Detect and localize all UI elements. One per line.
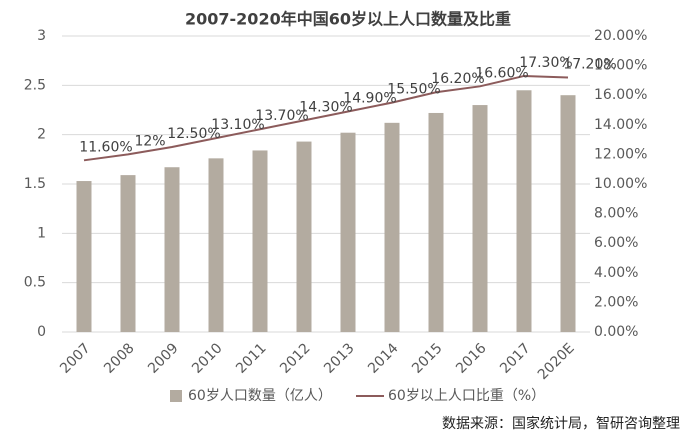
- bar: [516, 90, 532, 333]
- data-label: 12.50%: [167, 126, 220, 142]
- bar: [208, 158, 224, 332]
- line: [83, 74, 569, 162]
- y-tick-label: 1.5: [24, 176, 46, 192]
- bar: [384, 122, 400, 333]
- y-tick-label: 3: [37, 28, 46, 44]
- source: 数据来源：国家统计局，智研咨询整理: [442, 415, 680, 432]
- bar: [252, 150, 268, 332]
- bar: [428, 112, 444, 333]
- data-label: 14.90%: [343, 90, 396, 106]
- x-tick-label: 2017: [497, 340, 534, 377]
- bar: [164, 167, 180, 332]
- y2-tick-label: 18.00%: [594, 58, 647, 74]
- chart-title: 2007-2020年中国60岁以上人口数量及比重: [185, 10, 511, 29]
- y-tick-label: 2.5: [24, 77, 46, 93]
- x-tick-label: 2016: [453, 340, 490, 377]
- legend-label: 60岁人口数量（亿人）: [188, 388, 332, 404]
- x-tick-label: 2012: [277, 340, 314, 377]
- y2-tick-label: 10.00%: [594, 176, 647, 192]
- x-tick-label: 2010: [189, 340, 226, 377]
- data-label: 12%: [134, 133, 165, 149]
- y2-tick-label: 20.00%: [594, 28, 647, 44]
- bar: [560, 95, 576, 332]
- y2-tick-label: 2.00%: [594, 294, 638, 310]
- data-label: 13.70%: [255, 108, 308, 124]
- data-label: 17.30%: [519, 55, 572, 71]
- x-tick-label: 2007: [57, 340, 94, 377]
- bar: [296, 141, 312, 332]
- y-tick-label: 2: [37, 127, 46, 143]
- x-tick-label: 2011: [233, 340, 270, 377]
- x-tick-label: 2020E: [535, 340, 578, 383]
- data-label: 16.20%: [431, 71, 484, 87]
- bar: [76, 181, 92, 332]
- data-label: 13.10%: [211, 117, 264, 133]
- y-tick-label: 0.5: [24, 275, 46, 291]
- y2-tick-label: 0.00%: [594, 324, 638, 340]
- data-label: 16.60%: [475, 65, 528, 81]
- data-label: 15.50%: [387, 82, 440, 98]
- x-tick-label: 2013: [321, 340, 358, 377]
- y2-tick-label: 8.00%: [594, 206, 638, 222]
- x-tick-label: 2008: [101, 340, 138, 377]
- y2-tick-label: 14.00%: [594, 117, 647, 133]
- legend-swatch: [170, 390, 182, 402]
- bar: [120, 175, 136, 332]
- data-label: 14.30%: [299, 99, 352, 115]
- data-label: 11.60%: [79, 139, 132, 155]
- y2-tick-label: 6.00%: [594, 235, 638, 251]
- bar: [472, 105, 488, 332]
- y2-tick-label: 16.00%: [594, 87, 647, 103]
- x-tick-label: 2014: [365, 340, 402, 377]
- bar: [340, 132, 356, 332]
- y2-tick-label: 12.00%: [594, 146, 647, 162]
- y-tick-label: 0: [37, 324, 46, 340]
- data-label: 17.20%: [563, 56, 616, 72]
- y-tick-label: 1: [37, 225, 46, 241]
- y2-tick-label: 4.00%: [594, 265, 638, 281]
- x-tick-label: 2015: [409, 340, 446, 377]
- x-tick-label: 2009: [145, 340, 182, 377]
- legend-label: 60岁以上人口比重（%）: [388, 388, 545, 404]
